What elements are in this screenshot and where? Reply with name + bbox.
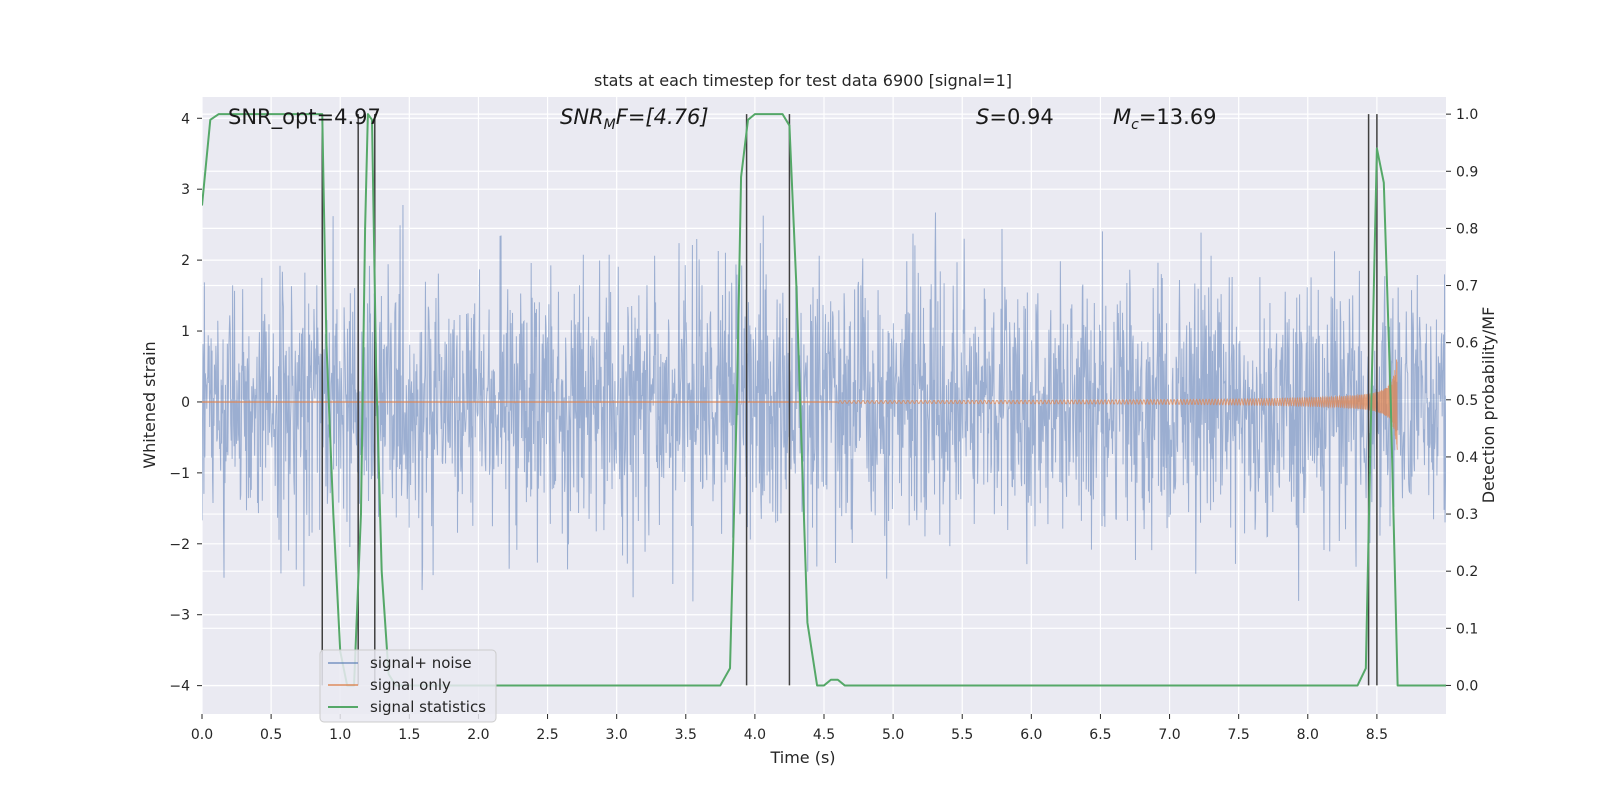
y-right-tick-label: 0.9 [1456, 164, 1478, 180]
annotation-snr-mf-prefix: SNR [560, 105, 604, 129]
y-right-tick-label: 0.6 [1456, 336, 1478, 352]
annotation-s: S=0.94 [976, 105, 1054, 129]
x-tick-label: 6.0 [1020, 727, 1042, 743]
y-axis-left-label: Whitened strain [140, 341, 159, 468]
annotation-snr-opt: SNR_opt=4.97 [228, 105, 381, 130]
x-axis-ticks: 0.0 0.5 1.0 1.5 2.0 2.5 3.0 3.5 4.0 4.5 5.0 5.5 6.0 6… [191, 714, 1388, 743]
y-right-tick-label: 0.2 [1456, 564, 1478, 580]
legend-box [319, 649, 497, 723]
annotation-mc-sub: c [1131, 117, 1139, 133]
annotation-s-val: =0.94 [989, 105, 1053, 129]
series-signal-only [202, 359, 1398, 450]
y-axis-left-ticks: 4 3 2 1 0 −1 −2 −3 −4 [169, 111, 202, 695]
x-tick-label: 1.5 [398, 727, 420, 743]
x-tick-label: 0.5 [260, 727, 282, 743]
legend: signal+ noise signal only signal statist… [319, 649, 497, 723]
y-left-tick-label: 2 [181, 253, 190, 269]
y-left-tick-label: −2 [169, 537, 190, 553]
chart-title: stats at each timestep for test data 690… [594, 71, 1012, 90]
y-axis-right-label: Detection probability/MF [1479, 307, 1498, 504]
y-right-tick-label: 0.3 [1456, 507, 1478, 523]
y-left-tick-label: 1 [181, 324, 190, 340]
x-tick-label: 6.5 [1089, 727, 1111, 743]
annotation-s-var: S [976, 105, 989, 129]
y-left-tick-label: −4 [169, 679, 190, 695]
legend-label-signal-statistics: signal statistics [370, 698, 486, 716]
x-tick-label: 5.5 [951, 727, 973, 743]
annotation-mc-val: =13.69 [1139, 105, 1217, 129]
x-tick-label: 7.5 [1228, 727, 1250, 743]
y-right-tick-label: 0.7 [1456, 279, 1478, 295]
x-tick-label: 1.0 [329, 727, 351, 743]
y-right-tick-label: 0.8 [1456, 221, 1478, 237]
signal-plus-noise-line [202, 205, 1446, 602]
annotation-snr-mf: SNRMF=[4.76] [560, 105, 709, 133]
y-axis-right-ticks: 1.0 0.9 0.8 0.7 0.6 0.5 0.4 0.3 0.2 0.1 0.0 [1446, 107, 1478, 694]
annotation-mc: Mc=13.69 [1113, 105, 1217, 133]
y-right-tick-label: 0.5 [1456, 393, 1478, 409]
y-right-tick-label: 0.0 [1456, 678, 1478, 694]
y-left-tick-label: 3 [181, 182, 190, 198]
y-right-tick-label: 0.1 [1456, 621, 1478, 637]
signal-only-line [837, 359, 1398, 450]
x-tick-label: 3.0 [606, 727, 628, 743]
y-left-tick-label: −1 [169, 466, 190, 482]
y-left-tick-label: 4 [181, 111, 190, 127]
series-signal-plus-noise [202, 205, 1446, 602]
y-left-tick-label: −3 [169, 608, 190, 624]
x-tick-label: 8.5 [1366, 727, 1388, 743]
x-tick-label: 0.0 [191, 727, 213, 743]
y-right-tick-label: 1.0 [1456, 107, 1478, 123]
annotation-snr-mf-sub: M [604, 117, 616, 133]
annotation-mc-var: M [1113, 105, 1131, 129]
x-tick-label: 5.0 [882, 727, 904, 743]
y-right-tick-label: 0.4 [1456, 450, 1478, 466]
x-tick-label: 7.0 [1158, 727, 1180, 743]
x-tick-label: 8.0 [1297, 727, 1319, 743]
x-tick-label: 4.5 [813, 727, 835, 743]
x-tick-label: 2.5 [536, 727, 558, 743]
x-tick-label: 4.0 [744, 727, 766, 743]
legend-label-signal-plus-noise: signal+ noise [370, 654, 472, 672]
x-tick-label: 2.0 [467, 727, 489, 743]
y-left-tick-label: 0 [181, 395, 190, 411]
x-axis-label: Time (s) [769, 748, 835, 767]
annotation-snr-mf-suffix: F=[4.76] [616, 105, 709, 129]
vertical-markers [321, 114, 1378, 686]
x-tick-label: 3.5 [675, 727, 697, 743]
legend-label-signal-only: signal only [370, 676, 451, 694]
